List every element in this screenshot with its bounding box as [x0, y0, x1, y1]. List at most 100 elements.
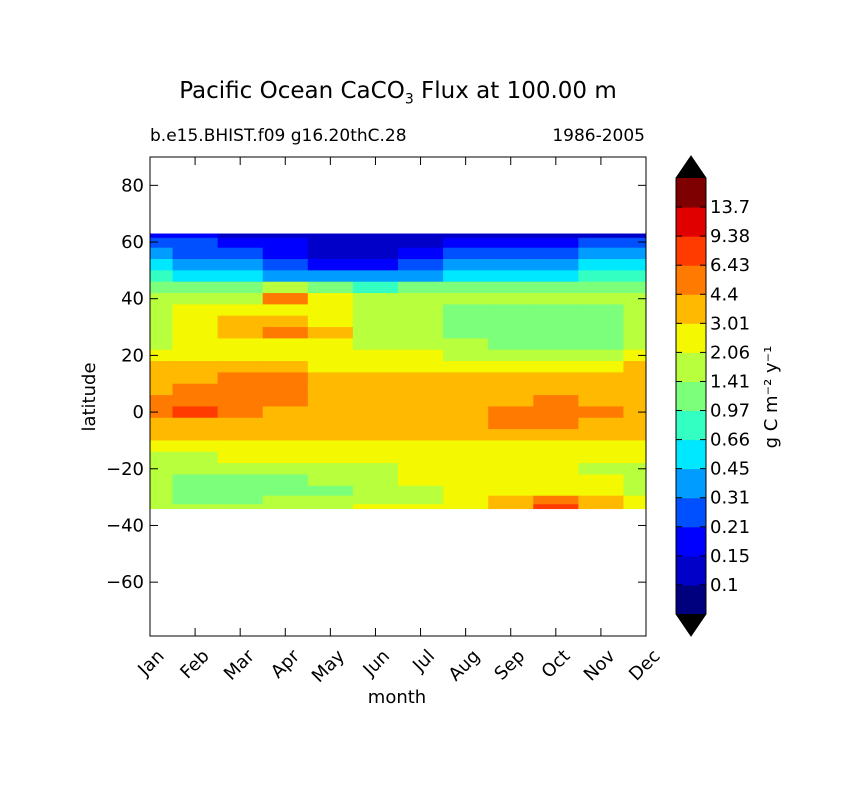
field-cell	[217, 395, 264, 408]
field-cell	[398, 259, 444, 271]
colorbar-swatch	[676, 323, 706, 353]
field-cell	[488, 395, 534, 408]
field-cell	[623, 417, 646, 430]
field-cell	[262, 281, 309, 294]
field-cell	[488, 233, 534, 239]
field-cell	[172, 304, 219, 317]
field-cell	[352, 349, 399, 362]
field-cell	[307, 395, 354, 408]
colorbar-swatch	[676, 584, 706, 615]
x-tick-label: Oct	[538, 646, 575, 683]
field-cell	[623, 327, 646, 339]
field-cell	[262, 417, 309, 430]
field-cell	[352, 395, 399, 408]
field-cell	[533, 474, 579, 487]
field-cell	[623, 293, 646, 305]
field-cell	[578, 270, 625, 283]
field-cell	[217, 237, 264, 249]
field-cell	[262, 293, 309, 305]
x-tick-label: May	[308, 645, 349, 686]
field-cell	[488, 338, 534, 351]
field-cell	[172, 349, 219, 362]
field-cell	[172, 237, 219, 249]
field-cell	[623, 338, 646, 351]
colorbar-tick-label: 13.7	[710, 197, 750, 218]
field-cell	[443, 304, 489, 317]
field-cell	[488, 383, 534, 396]
field-cell	[443, 474, 489, 487]
field-cell	[623, 372, 646, 385]
field-cell	[150, 440, 174, 453]
field-cell	[623, 233, 646, 239]
field-cell	[217, 349, 264, 362]
field-cell	[578, 372, 625, 385]
title-main: Pacific Ocean CaCO	[179, 78, 405, 104]
field-cell	[398, 338, 444, 351]
field-cell	[217, 474, 264, 487]
field-cell	[307, 361, 354, 374]
x-tick-label: Jan	[133, 646, 168, 681]
field-cell	[150, 338, 174, 351]
field-cell	[488, 372, 534, 385]
field-cell	[262, 463, 309, 476]
field-cell	[150, 395, 174, 408]
colorbar-tick-label: 0.97	[710, 401, 750, 422]
field-cell	[217, 372, 264, 385]
field-cell	[352, 259, 399, 271]
field-cell	[398, 504, 444, 510]
colorbar-swatch	[676, 381, 706, 412]
field-cell	[307, 372, 354, 385]
y-tick-label: −20	[106, 459, 144, 480]
field-cell	[533, 495, 579, 505]
title-subscript: 3	[404, 91, 414, 108]
colorbar-swatch	[676, 497, 706, 528]
colorbar-tick-label: 4.4	[710, 284, 739, 305]
field-cell	[262, 270, 309, 283]
field-cell	[443, 504, 489, 510]
field-cell	[443, 247, 489, 260]
field-cell	[578, 259, 625, 271]
colorbar-swatch	[676, 178, 706, 208]
field-cell	[172, 259, 219, 271]
field-cell	[488, 406, 534, 419]
field-cell	[443, 395, 489, 408]
field-cell	[578, 417, 625, 430]
colorbar-swatch	[676, 555, 706, 586]
field-cell	[217, 504, 264, 510]
colorbar-swatch	[676, 410, 706, 441]
field-cell	[623, 361, 646, 374]
field-cell	[352, 327, 399, 339]
field-cell	[488, 417, 534, 430]
field-cell	[217, 327, 264, 339]
field-cell	[172, 372, 219, 385]
field-cell	[262, 395, 309, 408]
field-cell	[307, 237, 354, 249]
field-cell	[533, 327, 579, 339]
field-cell	[578, 451, 625, 464]
field-cell	[443, 495, 489, 505]
field-cell	[398, 281, 444, 294]
field-cell	[352, 474, 399, 487]
field-cell	[307, 247, 354, 260]
field-cell	[443, 383, 489, 396]
field-cell	[623, 474, 646, 487]
field-cell	[533, 406, 579, 419]
field-cell	[307, 315, 354, 328]
field-cell	[443, 327, 489, 339]
field-cell	[443, 349, 489, 362]
field-cell	[262, 474, 309, 487]
colorbar-tick-label: 0.31	[710, 488, 750, 509]
field-cell	[307, 327, 354, 339]
field-cell	[217, 270, 264, 283]
field-cell	[262, 304, 309, 317]
field-cell	[578, 349, 625, 362]
field-cell	[150, 372, 174, 385]
field-cell	[488, 440, 534, 453]
field-cell	[443, 463, 489, 476]
field-cell	[352, 361, 399, 374]
field-cell	[307, 293, 354, 305]
field-cell	[488, 281, 534, 294]
field-cell	[398, 372, 444, 385]
field-cell	[150, 237, 174, 249]
